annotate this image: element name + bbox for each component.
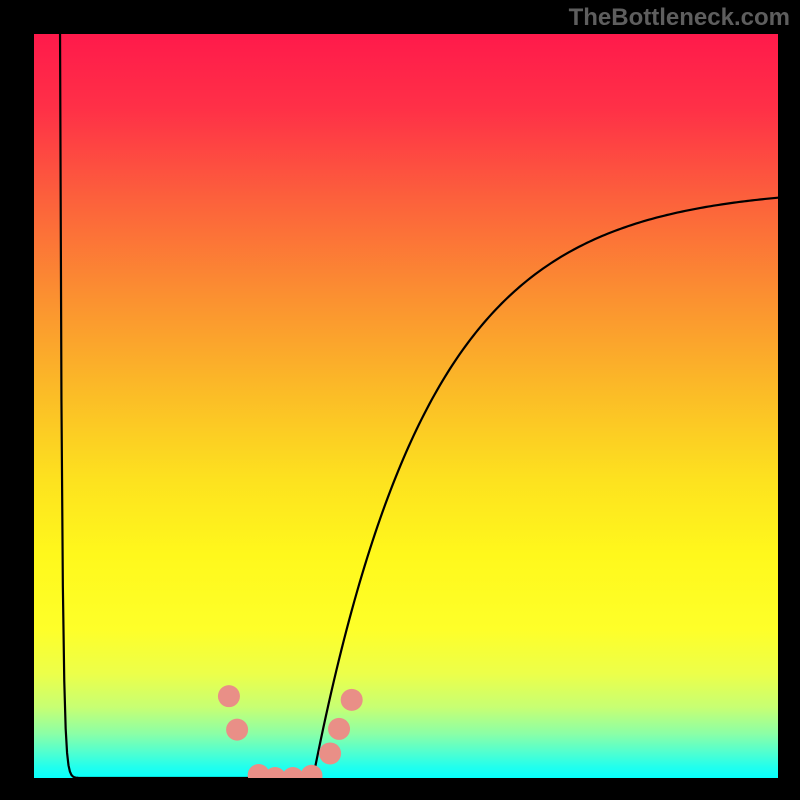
- bead-marker: [301, 765, 323, 778]
- bead-marker: [218, 685, 240, 707]
- bead-marker: [341, 689, 363, 711]
- plot-area: [34, 34, 778, 778]
- bead-marker: [319, 742, 341, 764]
- bottleneck-curve: [60, 34, 778, 778]
- curve-layer: [34, 34, 778, 778]
- bead-marker: [226, 719, 248, 741]
- bead-marker: [328, 718, 350, 740]
- watermark-text: TheBottleneck.com: [569, 4, 790, 32]
